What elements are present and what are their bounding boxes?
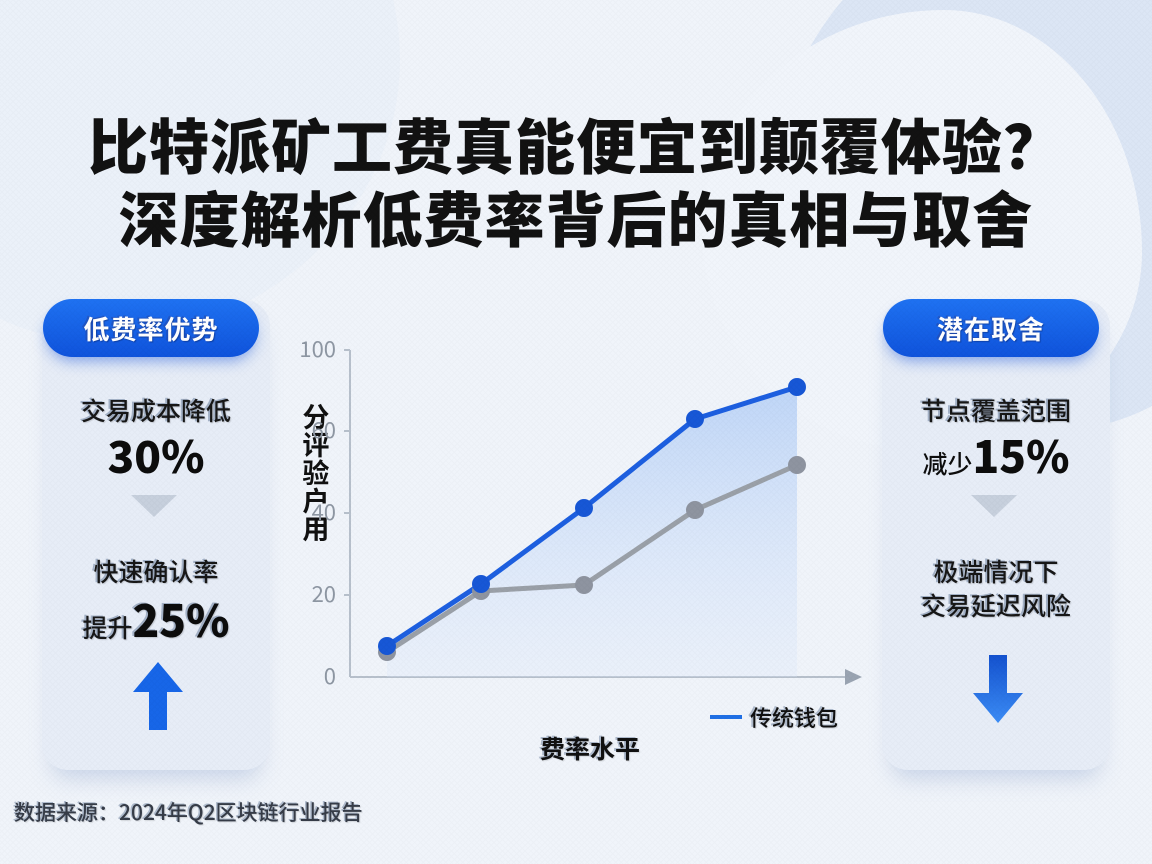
svg-text:0: 0: [324, 659, 336, 691]
svg-text:100: 100: [300, 332, 336, 364]
svg-text:60: 60: [312, 413, 336, 445]
svg-text:40: 40: [312, 495, 336, 527]
svg-text:20: 20: [312, 577, 336, 609]
